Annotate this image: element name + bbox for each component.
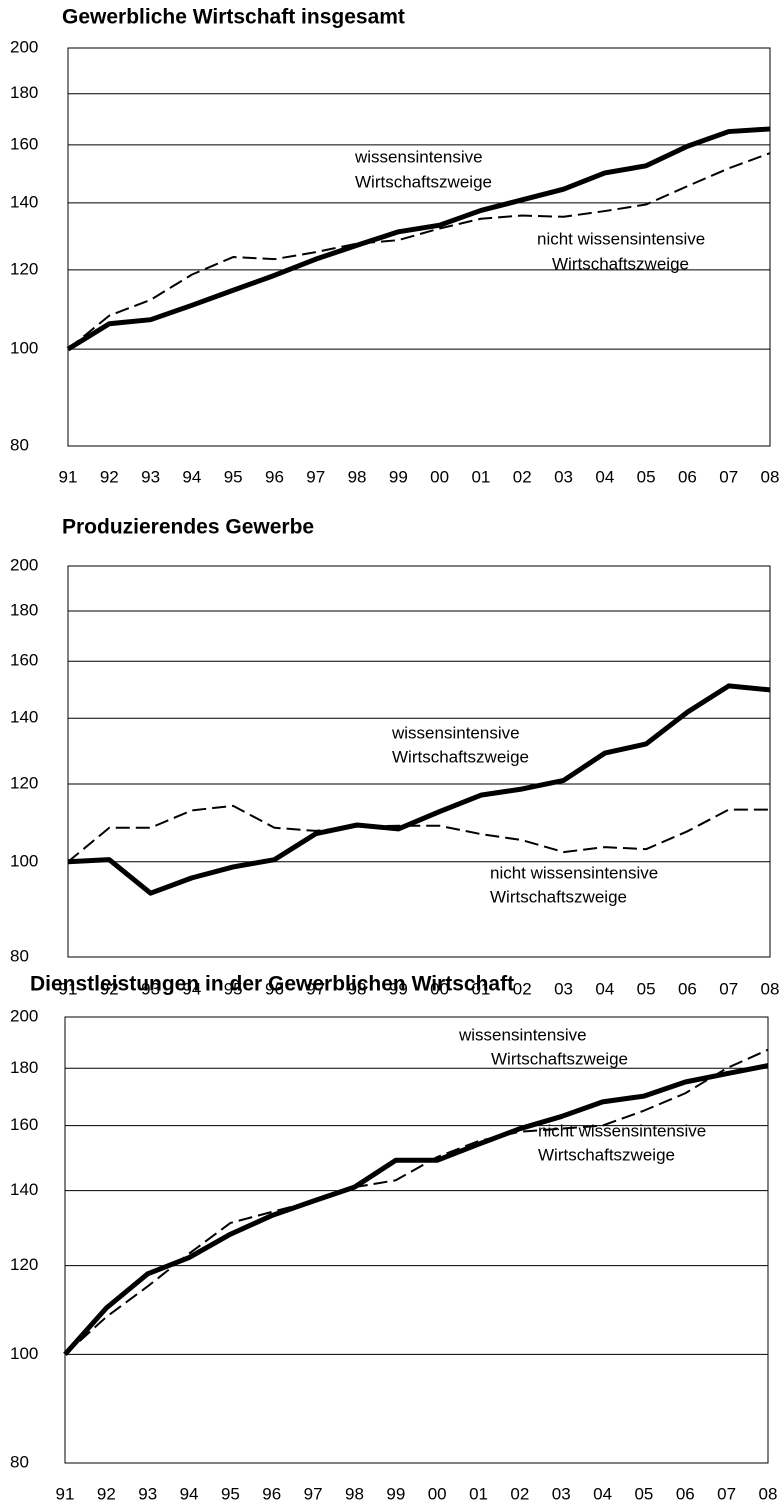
y-tick-label: 100	[10, 851, 38, 870]
x-tick-label: 08	[761, 979, 780, 998]
chart-title: Gewerbliche Wirtschaft insgesamt	[62, 6, 405, 29]
plot-frame	[67, 47, 771, 447]
x-tick-label: 05	[637, 467, 656, 486]
annotation: wissensintensive	[354, 147, 483, 166]
y-tick-label: 180	[10, 1058, 38, 1077]
x-tick-label: 97	[306, 467, 325, 486]
data-line	[64, 1048, 769, 1356]
chart-title: Dienstleistungen in der Gewerblichen Wir…	[30, 973, 514, 996]
x-tick-label: 04	[595, 467, 614, 486]
plot-frame	[67, 565, 771, 958]
x-tick-label: 06	[678, 979, 697, 998]
y-tick-label: 200	[10, 1006, 38, 1025]
y-tick-label: 160	[10, 134, 38, 153]
x-tick-label: 97	[306, 979, 325, 998]
y-tick-label: 140	[10, 192, 38, 211]
x-tick-label: 91	[59, 467, 78, 486]
annotation: Wirtschaftszweige	[392, 747, 529, 766]
x-tick-label: 03	[552, 1484, 571, 1503]
annotation: wissensintensive	[391, 723, 520, 742]
x-tick-label: 91	[56, 1484, 75, 1503]
x-tick-label: 06	[678, 467, 697, 486]
x-tick-label: 08	[759, 1484, 778, 1503]
x-tick-label: 02	[513, 979, 532, 998]
x-tick-label: 08	[761, 467, 780, 486]
x-tick-label: 02	[513, 467, 532, 486]
y-tick-label: 120	[10, 1255, 38, 1274]
y-tick-label: 120	[10, 773, 38, 792]
x-tick-label: 92	[100, 979, 119, 998]
y-tick-label: 120	[10, 259, 38, 278]
x-tick-label: 98	[345, 1484, 364, 1503]
y-tick-label: 180	[10, 600, 38, 619]
x-tick-label: 96	[265, 979, 284, 998]
x-tick-label: 92	[97, 1484, 116, 1503]
y-tick-label: 80	[10, 435, 29, 454]
x-tick-label: 00	[430, 979, 449, 998]
x-tick-label: 03	[554, 467, 573, 486]
x-tick-label: 06	[676, 1484, 695, 1503]
x-tick-label: 95	[221, 1484, 240, 1503]
x-tick-label: 00	[430, 467, 449, 486]
x-tick-label: 98	[348, 467, 367, 486]
data-line	[66, 126, 771, 352]
x-tick-label: 07	[719, 979, 738, 998]
x-tick-label: 92	[100, 467, 119, 486]
annotation: Wirtschaftszweige	[538, 1145, 675, 1164]
annotation: Wirtschaftszweige	[490, 887, 627, 906]
y-tick-label: 80	[10, 1452, 29, 1471]
annotation: wissensintensive	[458, 1025, 587, 1044]
x-tick-label: 04	[595, 979, 614, 998]
x-tick-label: 94	[182, 979, 201, 998]
x-tick-label: 04	[593, 1484, 612, 1503]
y-tick-label: 100	[10, 1344, 38, 1363]
annotation: nicht wissensintensive	[537, 229, 705, 248]
x-tick-label: 98	[348, 979, 367, 998]
x-tick-label: 03	[554, 979, 573, 998]
x-tick-label: 94	[180, 1484, 199, 1503]
x-tick-label: 95	[224, 979, 243, 998]
x-tick-label: 01	[469, 1484, 488, 1503]
y-tick-label: 200	[10, 555, 38, 574]
y-tick-label: 180	[10, 83, 38, 102]
y-tick-label: 140	[10, 708, 38, 727]
x-tick-label: 94	[182, 467, 201, 486]
x-tick-label: 05	[637, 979, 656, 998]
x-tick-label: 99	[389, 979, 408, 998]
x-tick-label: 93	[141, 467, 160, 486]
x-tick-label: 91	[59, 979, 78, 998]
plot-frame	[64, 1016, 769, 1464]
y-tick-label: 200	[10, 37, 38, 56]
x-tick-label: 01	[471, 979, 490, 998]
chart-title: Produzierendes Gewerbe	[62, 516, 314, 539]
x-tick-label: 99	[389, 467, 408, 486]
annotation: nicht wissensintensive	[538, 1121, 706, 1140]
x-tick-label: 99	[386, 1484, 405, 1503]
y-tick-label: 160	[10, 1115, 38, 1134]
annotation: Wirtschaftszweige	[355, 172, 492, 191]
x-tick-label: 00	[428, 1484, 447, 1503]
y-tick-label: 140	[10, 1180, 38, 1199]
data-line	[67, 683, 771, 896]
x-tick-label: 01	[471, 467, 490, 486]
x-tick-label: 07	[719, 467, 738, 486]
x-tick-label: 95	[224, 467, 243, 486]
data-line	[63, 1063, 769, 1357]
y-tick-label: 160	[10, 651, 38, 670]
annotation: Wirtschaftszweige	[491, 1049, 628, 1068]
x-tick-label: 07	[717, 1484, 736, 1503]
data-line	[67, 804, 770, 863]
x-tick-label: 96	[262, 1484, 281, 1503]
annotation: Wirtschaftszweige	[552, 254, 689, 273]
y-tick-label: 100	[10, 339, 38, 358]
x-tick-label: 93	[141, 979, 160, 998]
y-tick-label: 80	[10, 946, 29, 965]
x-tick-label: 97	[304, 1484, 323, 1503]
annotation: nicht wissensintensive	[490, 863, 658, 882]
x-tick-label: 96	[265, 467, 284, 486]
x-tick-label: 93	[138, 1484, 157, 1503]
x-tick-label: 05	[634, 1484, 653, 1503]
x-tick-label: 02	[510, 1484, 529, 1503]
